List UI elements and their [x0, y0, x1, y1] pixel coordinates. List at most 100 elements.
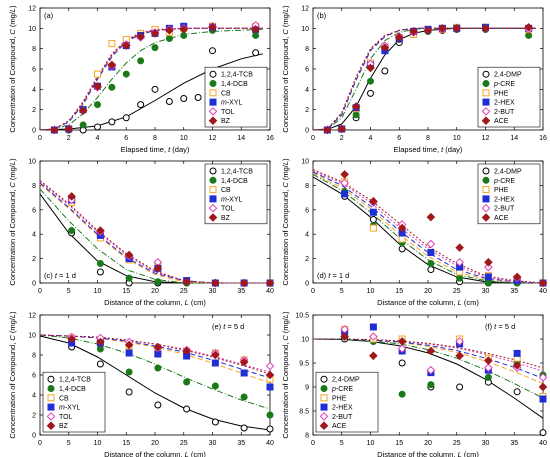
y-tick-label: 8 [32, 46, 36, 53]
fit-curve [312, 173, 543, 284]
data-point [240, 424, 248, 432]
data-point [240, 369, 248, 377]
data-point [398, 359, 406, 367]
data-point [456, 274, 464, 282]
legend-marker [209, 70, 217, 78]
data-point [182, 346, 191, 356]
data-point [179, 25, 189, 34]
y-tick-label: 10 [28, 333, 36, 340]
data-point [122, 70, 130, 78]
panel-b: 0 2 4 6 8 10 12 14 16 0 2 4 6 8 10 12 Elapsed time, t (d… [281, 5, 547, 154]
legend-marker [47, 394, 55, 402]
legend-label: ACE [494, 215, 509, 222]
data-point [484, 273, 492, 281]
data-point [398, 235, 406, 243]
data-point [67, 192, 76, 201]
legend-marker [208, 116, 218, 126]
y-tick-label: 8 [305, 183, 309, 190]
x-axis-label: Distance of the column, L (cm) [104, 298, 206, 307]
fit-curve [313, 338, 544, 379]
data-point [512, 361, 522, 370]
legend-box [477, 66, 541, 128]
legend-marker [482, 176, 490, 184]
legend-label: PHE [494, 187, 509, 194]
data-point [323, 125, 332, 135]
y-tick-label: 0 [305, 281, 309, 288]
data-point [512, 272, 522, 282]
x-tick-label: 35 [237, 440, 245, 447]
legend: 2,4-DMP p-CRE PHE 2-HEX 2-BUT ACE [315, 371, 379, 433]
x-tick-label: 2 [67, 135, 71, 142]
fit-curve [39, 335, 271, 431]
data-point [539, 395, 547, 403]
data-point [208, 23, 217, 32]
data-point [265, 370, 275, 380]
y-tick-label: 2 [32, 413, 36, 420]
data-point [121, 41, 131, 50]
x-tick-label: 14 [510, 135, 518, 142]
data-point [67, 334, 76, 344]
legend-box [42, 371, 106, 433]
legend-marker [482, 70, 490, 78]
data-point [455, 351, 464, 361]
y-axis-label: Concentration of Compound, C (mg/L) [8, 311, 17, 439]
legend-label: p-CRE [493, 178, 515, 185]
x-tick-label: 10 [367, 288, 375, 295]
data-point [369, 208, 377, 216]
data-point [68, 227, 76, 235]
y-tick-label: 2 [32, 107, 36, 114]
legend-marker [481, 107, 491, 116]
legend-marker [320, 403, 328, 411]
data-point [183, 378, 191, 386]
data-point [94, 101, 101, 109]
data-point [452, 24, 462, 33]
data-point [125, 274, 133, 282]
data-point [366, 63, 375, 73]
x-axis-label: Elapsed time, t (day) [394, 145, 463, 154]
data-point [427, 381, 435, 389]
data-point [427, 259, 435, 267]
x-tick-label: 6 [124, 135, 128, 142]
x-tick-label: 40 [539, 440, 547, 447]
data-point [151, 85, 159, 93]
data-point [211, 278, 220, 288]
data-point [409, 27, 418, 36]
data-point [211, 350, 220, 360]
panel-title: (c) t = 1 d [44, 271, 76, 280]
data-point [153, 264, 163, 273]
legend-marker [481, 116, 491, 126]
data-point [513, 388, 521, 396]
x-tick-label: 35 [237, 288, 245, 295]
y-tick-label: 0 [305, 128, 309, 135]
legend: 1,2,4-TCB 1,4-DCB CB m-XYL TOL BZ [204, 163, 268, 225]
data-point [154, 364, 162, 372]
y-tick-label: 4 [32, 393, 36, 400]
panel-title: (b) [317, 11, 327, 20]
x-tick-label: 25 [180, 288, 188, 295]
data-point [182, 277, 191, 287]
legend-label: m-XYL [59, 405, 81, 412]
data-point [513, 349, 521, 357]
data-point [251, 25, 260, 34]
y-tick-label: 8 [305, 433, 309, 440]
y-tick-label: 8 [32, 353, 36, 360]
y-tick-label: 10 [301, 26, 309, 33]
legend-marker [209, 176, 217, 184]
x-axis-label: Distance of the column, L (cm) [377, 298, 479, 307]
y-tick-label: 9 [305, 385, 309, 392]
y-tick-label: 10 [301, 337, 309, 344]
legend-label: PHE [332, 395, 347, 402]
data-point [369, 323, 377, 331]
data-point [209, 47, 216, 55]
x-tick-label: 0 [311, 288, 315, 295]
data-point [351, 102, 361, 111]
legend-marker [47, 375, 55, 383]
panel-title: (d) t = 1 d [317, 271, 349, 280]
fit-curve [39, 27, 263, 131]
legend-label: 2-HEX [494, 196, 515, 203]
legend-marker [320, 394, 328, 402]
legend-label: ACE [494, 118, 509, 125]
legend-marker [320, 375, 328, 383]
x-tick-label: 12 [482, 135, 490, 142]
legend-marker [208, 213, 218, 222]
